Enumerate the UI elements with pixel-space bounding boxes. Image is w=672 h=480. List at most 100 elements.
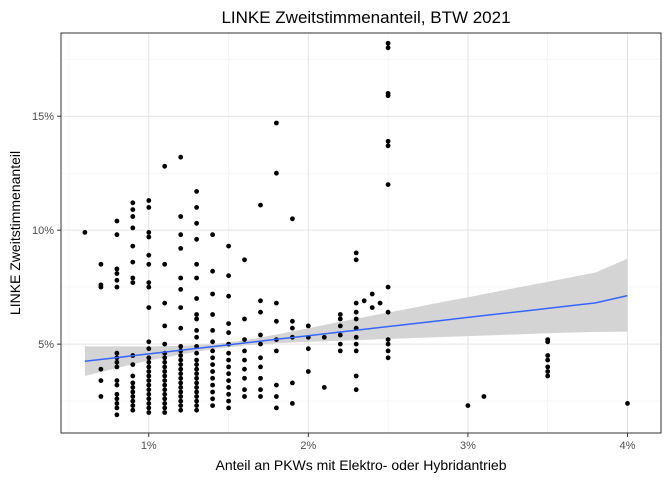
data-point bbox=[178, 375, 184, 381]
data-point bbox=[353, 334, 359, 340]
data-point bbox=[290, 401, 295, 406]
data-point bbox=[258, 332, 263, 338]
data-point bbox=[369, 291, 375, 297]
data-point bbox=[353, 373, 359, 379]
data-point bbox=[114, 218, 120, 224]
data-point bbox=[162, 378, 168, 383]
data-point bbox=[385, 341, 391, 347]
data-point bbox=[210, 348, 216, 354]
data-point bbox=[385, 138, 391, 144]
data-point bbox=[194, 316, 200, 322]
data-point bbox=[305, 323, 311, 329]
data-point bbox=[274, 394, 279, 399]
data-point bbox=[258, 387, 263, 393]
data-point bbox=[290, 318, 295, 324]
x-tick-label: 3% bbox=[460, 440, 476, 452]
data-point bbox=[545, 373, 551, 379]
data-point bbox=[114, 412, 120, 418]
data-point bbox=[98, 394, 104, 399]
data-point bbox=[274, 382, 279, 388]
data-point bbox=[385, 143, 391, 149]
data-point bbox=[130, 280, 136, 285]
data-point bbox=[162, 387, 168, 393]
data-point bbox=[242, 316, 247, 322]
data-point bbox=[130, 275, 136, 281]
data-point bbox=[178, 385, 184, 390]
data-point bbox=[321, 385, 327, 390]
data-point bbox=[321, 334, 327, 340]
data-point bbox=[162, 323, 168, 329]
data-point bbox=[337, 332, 343, 338]
data-point bbox=[146, 373, 152, 379]
data-point bbox=[274, 170, 279, 176]
data-point bbox=[226, 391, 232, 397]
data-point bbox=[194, 403, 200, 408]
data-point bbox=[146, 369, 152, 374]
data-point bbox=[146, 205, 152, 210]
data-point bbox=[162, 410, 168, 415]
data-point bbox=[194, 220, 200, 226]
data-point bbox=[305, 346, 311, 352]
data-point bbox=[258, 298, 263, 304]
data-point bbox=[146, 405, 152, 411]
data-point bbox=[162, 369, 168, 374]
plot-panel-border bbox=[60, 32, 662, 434]
y-axis-ticks: 5% 10% 15% bbox=[32, 111, 61, 351]
data-point bbox=[114, 350, 120, 356]
major-gridlines bbox=[61, 33, 661, 433]
data-point bbox=[337, 341, 343, 347]
data-point bbox=[178, 287, 184, 292]
data-point bbox=[226, 321, 232, 326]
data-point bbox=[385, 182, 391, 188]
data-point bbox=[353, 316, 359, 322]
data-point bbox=[210, 328, 216, 333]
data-point bbox=[385, 93, 391, 99]
data-point bbox=[226, 330, 232, 336]
data-point bbox=[98, 261, 104, 267]
data-point bbox=[146, 346, 152, 352]
data-point bbox=[337, 316, 343, 322]
data-point bbox=[226, 243, 232, 249]
data-point bbox=[210, 339, 216, 345]
data-point bbox=[146, 252, 152, 258]
data-point bbox=[353, 387, 359, 393]
data-point bbox=[146, 339, 152, 345]
data-point bbox=[162, 382, 168, 388]
data-point bbox=[146, 234, 152, 240]
data-point bbox=[385, 45, 391, 51]
x-tick-label: 4% bbox=[620, 440, 636, 452]
data-point bbox=[178, 403, 184, 408]
data-point bbox=[130, 373, 136, 379]
data-point bbox=[178, 407, 184, 413]
data-point bbox=[290, 216, 295, 222]
data-point bbox=[274, 318, 279, 324]
data-point bbox=[258, 341, 263, 347]
data-point bbox=[194, 371, 200, 377]
data-point bbox=[194, 394, 200, 399]
data-point bbox=[226, 398, 232, 404]
data-point bbox=[178, 394, 184, 399]
data-point bbox=[146, 391, 152, 397]
data-point bbox=[210, 355, 216, 361]
data-point bbox=[337, 348, 343, 354]
data-point bbox=[194, 312, 200, 317]
data-point bbox=[114, 391, 120, 397]
data-point bbox=[258, 394, 263, 399]
data-point bbox=[178, 325, 184, 331]
data-point bbox=[242, 357, 247, 363]
data-point bbox=[114, 396, 120, 402]
data-point bbox=[194, 398, 200, 404]
data-point bbox=[130, 200, 136, 206]
data-point bbox=[178, 344, 184, 349]
data-point bbox=[114, 232, 120, 238]
data-point bbox=[353, 300, 359, 306]
data-point bbox=[242, 387, 247, 393]
data-point bbox=[194, 350, 200, 356]
y-tick-label: 10% bbox=[32, 225, 54, 237]
data-point bbox=[210, 382, 216, 388]
data-point bbox=[274, 405, 279, 411]
data-point bbox=[162, 373, 168, 379]
data-point bbox=[210, 362, 216, 367]
data-point bbox=[130, 380, 136, 386]
data-point bbox=[258, 355, 263, 361]
